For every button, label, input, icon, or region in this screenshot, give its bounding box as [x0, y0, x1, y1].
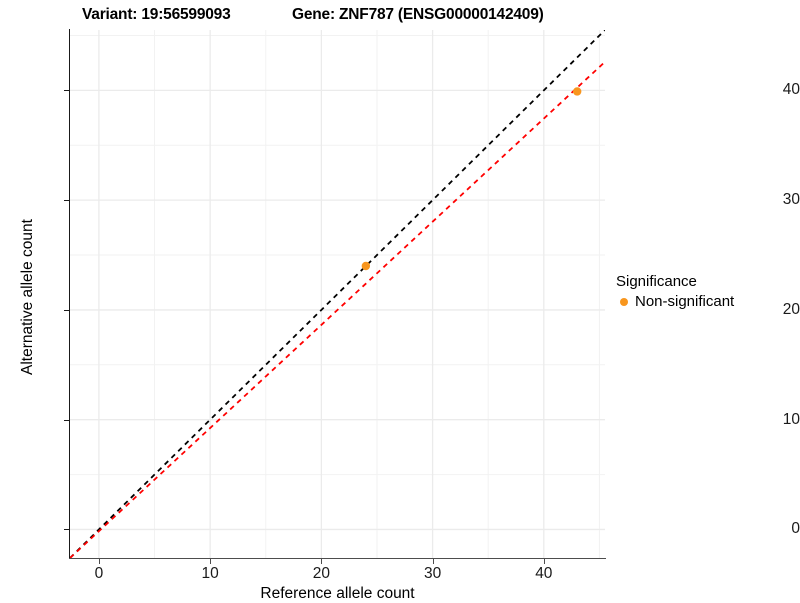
y-axis-line: [69, 29, 70, 559]
y-tick-mark: [64, 309, 69, 311]
identity-line: [70, 30, 605, 558]
legend-item[interactable]: Non-significant: [616, 292, 796, 311]
x-tick-mark: [98, 559, 100, 564]
y-tick-mark: [64, 529, 69, 531]
y-tick-label: 30: [782, 191, 800, 209]
y-tick-mark: [64, 200, 69, 202]
x-tick-label: 30: [423, 565, 442, 582]
chart-title-row: Variant: 19:56599093 Gene: ZNF787 (ENSG0…: [0, 6, 605, 28]
x-tick-mark: [543, 559, 545, 564]
identity-dashed-line: [70, 30, 605, 558]
data-point: [572, 87, 582, 96]
y-tick-label: 20: [782, 300, 800, 318]
data-point: [361, 261, 371, 271]
legend-title: Significance: [616, 273, 697, 290]
x-tick-label: 40: [535, 565, 553, 582]
legend: Significance Non-significant: [616, 272, 796, 311]
x-axis-title: Reference allele count: [260, 585, 415, 602]
legend-items: Non-significant: [616, 292, 796, 311]
y-tick-label: 40: [782, 81, 800, 99]
variant-title: Variant: 19:56599093: [82, 6, 231, 23]
legend-point-marker-icon: [616, 292, 635, 311]
plot-panel: [70, 30, 605, 558]
x-tick-mark: [321, 559, 323, 564]
x-tick-mark: [210, 559, 212, 564]
y-tick-label: 0: [791, 520, 800, 538]
grid-minor-lines: [70, 30, 605, 558]
data-points: [361, 87, 582, 271]
x-axis-line: [69, 558, 606, 559]
gene-title: Gene: ZNF787 (ENSG00000142409): [292, 6, 544, 23]
y-tick-mark: [64, 90, 69, 92]
fit-line: [70, 61, 605, 558]
legend-dot: [620, 298, 628, 306]
plot-canvas: [70, 30, 605, 558]
x-tick-label: 20: [312, 565, 330, 582]
y-tick-label: 10: [782, 410, 800, 428]
y-axis-title: Alternative allele count: [19, 219, 36, 375]
y-tick-mark: [64, 419, 69, 421]
grid-major-lines: [70, 30, 605, 558]
x-tick-label: 0: [94, 565, 104, 582]
fit-dashed-line: [70, 61, 605, 558]
legend-item-label: Non-significant: [635, 293, 735, 310]
x-tick-mark: [432, 559, 434, 564]
x-tick-label: 10: [201, 565, 219, 582]
